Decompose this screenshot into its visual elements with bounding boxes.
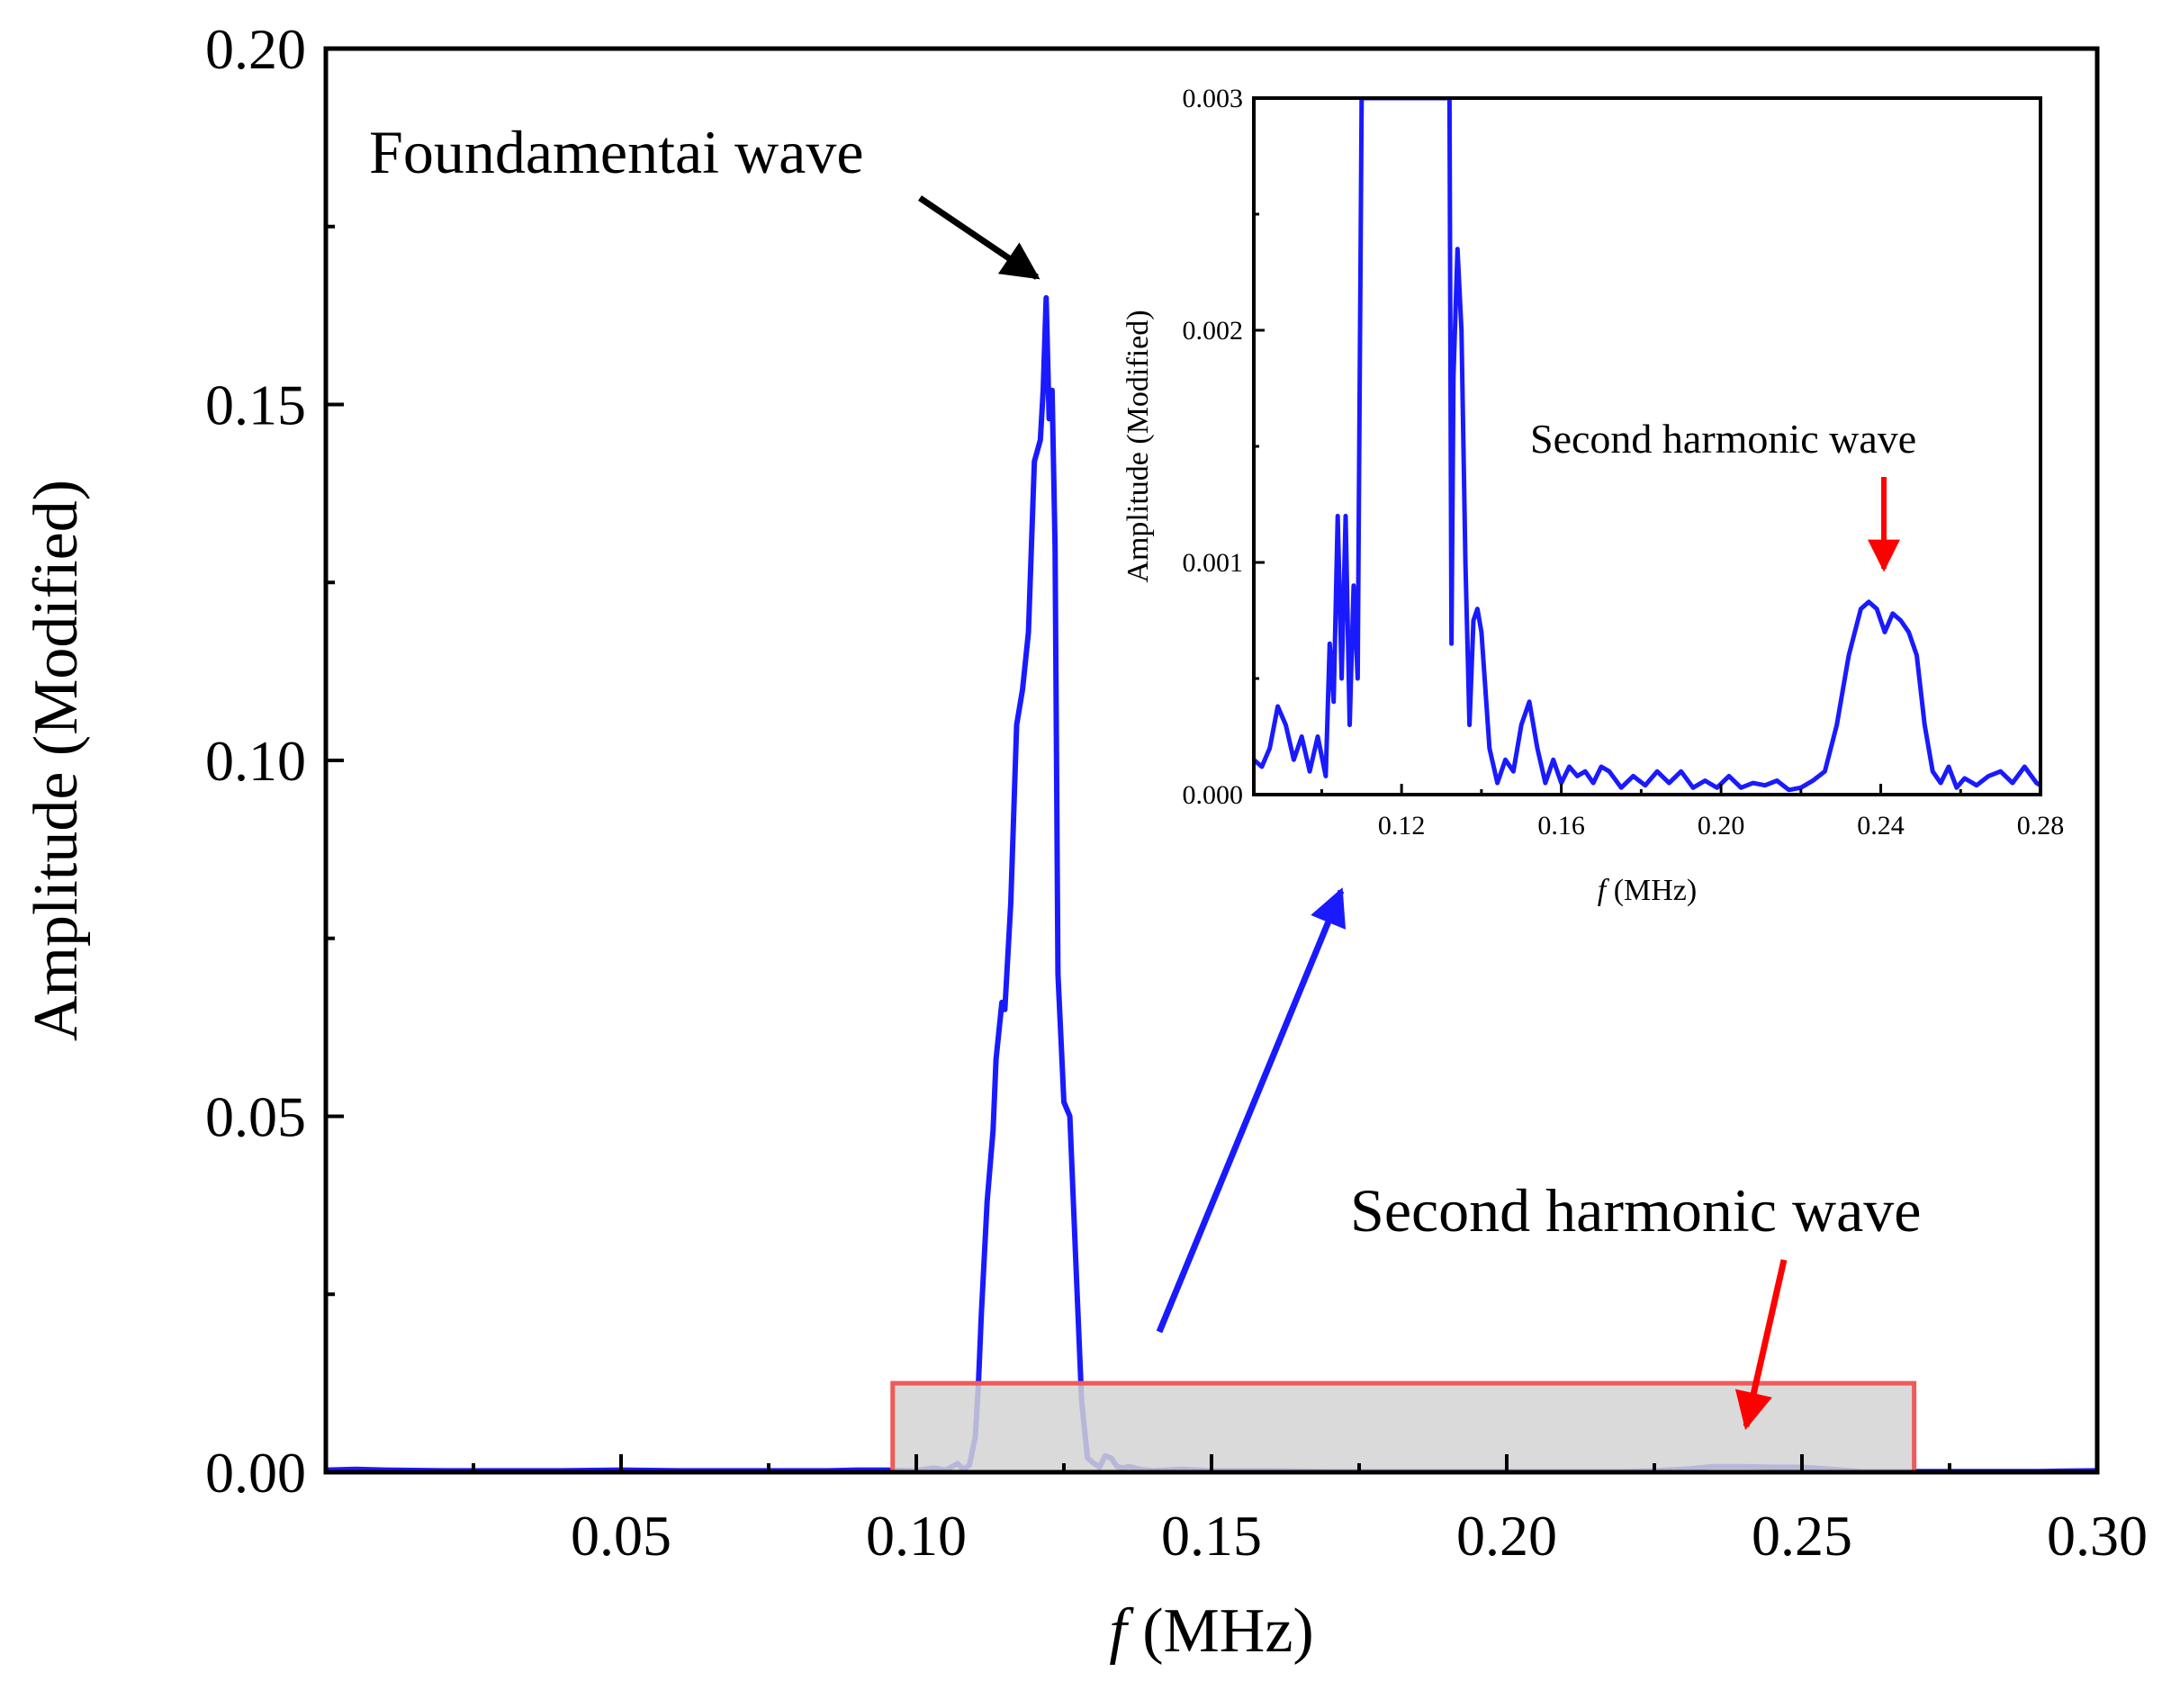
main-x-tick-label: 0.25 [1752,1504,1852,1568]
inset-y-tick-label: 0.000 [1183,780,1244,810]
fundamental-wave-arrow [918,195,1040,280]
inset-y-tick-label: 0.002 [1183,316,1244,346]
inset-x-tick-label: 0.28 [2017,811,2065,841]
main-y-tick-label: 0.05 [205,1085,306,1149]
inset-plot: 0.12 0.16 0.20 0.24 0.28 0.000 0.001 0.002 0.003… [1122,84,2064,907]
inset-y-axis-title: Amplitude (Modified) [1122,310,1155,582]
inset-x-tick-label: 0.12 [1378,811,1426,841]
main-x-tick-label: 0.30 [2047,1504,2148,1568]
second-harmonic-arrow-main [1734,1259,1788,1431]
main-x-tick-label: 0.20 [1456,1504,1557,1568]
main-x-axis-title: f (MHz) [1109,1596,1313,1666]
inset-series-line-0 [1254,98,2040,793]
main-y-tick-label: 0.15 [205,373,306,437]
main-x-tick-label: 0.10 [866,1504,967,1568]
inset-x-tick-label: 0.16 [1537,811,1585,841]
inset-x-axis-title-unit: (MHz) [1606,874,1697,907]
second-harmonic-label-inset: Second harmonic wave [1530,416,1916,462]
inset-x-axis-title: f (MHz) [1598,874,1697,907]
inset-series-group [1254,98,2040,793]
main-y-axis-title: Amplitude (Modified) [22,480,91,1041]
main-x-axis-title-unit: (MHz) [1127,1596,1314,1666]
inset-ticks: 0.12 0.16 0.20 0.24 0.28 0.000 0.001 0.002 0.003 [1183,84,2065,841]
inset-x-tick-label: 0.20 [1698,811,1745,841]
main-ticks: 0.05 0.10 0.15 0.20 0.25 0.30 0.00 0.05 0.10 0.15… [205,17,2148,1568]
second-harmonic-label-main: Second harmonic wave [1350,1176,1921,1245]
main-y-tick-label: 0.00 [205,1441,306,1505]
inset-plot-background [1254,98,2040,795]
fundamental-wave-label: Foundamentai wave [369,118,864,186]
main-x-tick-label: 0.05 [571,1504,671,1568]
inset-y-tick-label: 0.003 [1183,84,1244,113]
main-y-tick-label: 0.10 [205,729,306,793]
inset-x-tick-label: 0.24 [1857,811,1905,841]
main-y-tick-label: 0.20 [205,17,306,81]
main-x-tick-label: 0.15 [1161,1504,1262,1568]
main-plot: 0.05 0.10 0.15 0.20 0.25 0.30 0.00 0.05 0.10 0.15… [22,17,2148,1666]
zoom-highlight-box [890,1380,1917,1475]
inset-y-tick-label: 0.001 [1183,548,1244,578]
zoom-pointer-arrow [1156,887,1347,1334]
